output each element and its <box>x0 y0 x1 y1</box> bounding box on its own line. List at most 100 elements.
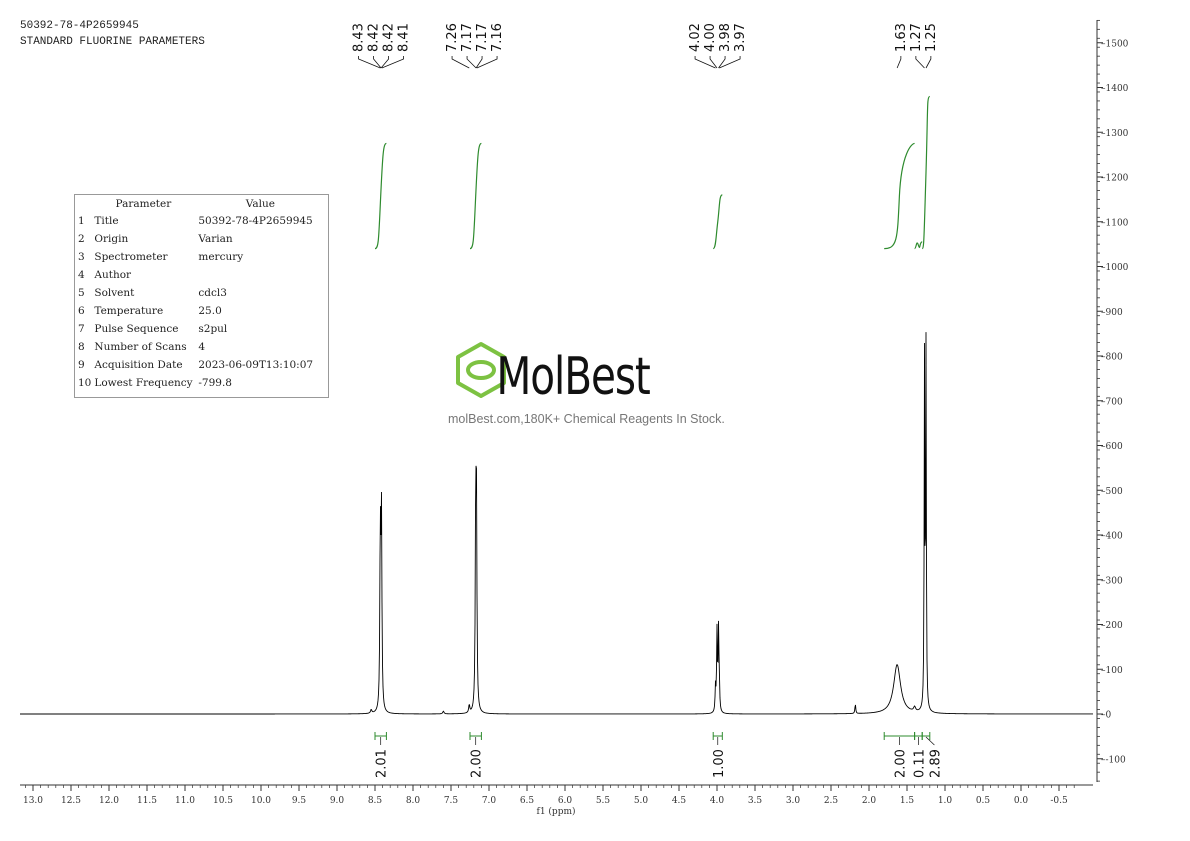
value-col-header: Value <box>245 197 275 210</box>
peak-leader-line <box>719 56 741 69</box>
x-axis: 13.0 12.5 12.0 11.5 11.0 10.5 10.0 9.5 9.0 8.5 8.0… <box>20 784 1093 806</box>
param-row-number: 1 <box>78 215 85 227</box>
x-tick-label: 8.5 <box>368 796 383 806</box>
param-row-number: 4 <box>78 269 85 281</box>
parameter-row: 4 Author <box>75 266 325 284</box>
x-tick-label: 11.5 <box>137 796 157 806</box>
x-tick-label: 2.0 <box>862 796 877 806</box>
x-tick-label: 7.5 <box>444 796 459 806</box>
y-tick-label: –600 <box>1101 442 1123 452</box>
peak-label: 1.25 <box>924 23 939 52</box>
peak-leader-line <box>896 56 902 69</box>
x-tick-label: 9.0 <box>330 796 345 806</box>
param-row-number: 6 <box>78 305 85 317</box>
x-tick-label: 9.5 <box>292 796 307 806</box>
parameter-row: 10 Lowest Frequency -799.8 <box>75 374 325 392</box>
y-tick-label: –200 <box>1101 621 1123 631</box>
y-tick-label: –900 <box>1101 308 1123 318</box>
integral-leader <box>925 736 935 746</box>
peak-label: 4.00 <box>703 23 718 52</box>
peak-leader-line <box>476 56 498 69</box>
x-tick-label: 10.0 <box>251 796 271 806</box>
param-value: s2pul <box>198 323 228 335</box>
param-row-number: 3 <box>78 251 85 263</box>
integral-value: 2.00 <box>893 749 908 778</box>
peak-leader-line <box>925 56 932 69</box>
peak-label: 1.63 <box>894 23 909 52</box>
peak-label: 8.41 <box>397 23 412 52</box>
spectrum-trace <box>20 332 1093 715</box>
parameter-row: 1 Title 50392-78-4P2659945 <box>75 212 325 230</box>
integral-label-layer: 2.01 2.00 1.00 2.00 0.11 2.89 <box>374 732 943 778</box>
x-tick-label: 5.0 <box>634 796 649 806</box>
param-value: 25.0 <box>198 305 222 317</box>
param-name: Author <box>94 269 132 281</box>
x-tick-label: 7.0 <box>482 796 497 806</box>
peak-leader-line <box>718 56 726 69</box>
sample-id: 50392-78-4P2659945 <box>20 20 139 32</box>
param-value: 4 <box>198 341 206 353</box>
param-name: Temperature <box>94 305 164 317</box>
y-tick-label: –1300 <box>1101 129 1129 139</box>
x-tick-label: 12.5 <box>61 796 81 806</box>
param-row-number: 5 <box>78 287 85 299</box>
x-tick-label: 12.0 <box>99 796 119 806</box>
integral-value: 0.11 <box>912 749 927 778</box>
param-name: Pulse Sequence <box>94 323 179 335</box>
integral-value: 2.89 <box>928 749 943 778</box>
y-tick-label: –800 <box>1101 353 1123 363</box>
peak-label-layer: 8.43 8.42 8.42 8.41 7.26 7.17 7.17 7.16 4.02 4.00… <box>352 23 939 69</box>
peak-leader-line <box>709 56 718 69</box>
parameter-table: Parameter Value 1 Title 50392-78-4P2659945… <box>74 194 329 398</box>
param-name: Acquisition Date <box>94 359 183 371</box>
y-axis: –1500 –1400 –1300 –1200 –1100 –1000 –900 –800 –7… <box>1096 19 1129 782</box>
y-tick-label: –1000 <box>1101 263 1129 273</box>
x-tick-label: 5.5 <box>596 796 611 806</box>
parameter-row: 6 Temperature 25.0 <box>75 302 325 320</box>
peak-label: 8.42 <box>382 23 397 52</box>
y-tick-label: –300 <box>1101 576 1123 586</box>
integral-curve <box>914 241 923 250</box>
integral-layer <box>374 95 931 250</box>
peak-label: 3.97 <box>733 23 748 52</box>
x-tick-label: 3.0 <box>786 796 801 806</box>
molbest-logo: MolBest <box>456 342 653 406</box>
y-tick-label: –-100 <box>1101 755 1126 765</box>
y-tick-label: –1200 <box>1101 174 1129 184</box>
integral-curve <box>712 194 723 250</box>
peak-leader-line <box>915 56 925 69</box>
parameter-row: 5 Solvent cdcl3 <box>75 284 325 302</box>
peak-label: 3.98 <box>718 23 733 52</box>
x-tick-label: 0.0 <box>1014 796 1029 806</box>
molbest-watermark: MolBest molBest.com,180K+ Chemical Reage… <box>448 340 748 426</box>
param-value <box>195 266 325 284</box>
y-tick-label: –400 <box>1101 532 1123 542</box>
peak-label: 1.27 <box>909 23 924 52</box>
x-tick-label: 2.5 <box>824 796 839 806</box>
x-tick-label: 3.5 <box>748 796 763 806</box>
param-name: Number of Scans <box>94 341 187 353</box>
param-value: mercury <box>198 251 244 263</box>
x-tick-label: 6.0 <box>558 796 573 806</box>
param-value: 2023-06-09T13:10:07 <box>198 359 314 371</box>
experiment-name: STANDARD FLUORINE PARAMETERS <box>20 36 205 48</box>
peak-leader-line <box>381 56 404 69</box>
param-row-number: 7 <box>78 323 85 335</box>
peak-leader-line <box>694 56 716 69</box>
parameter-row: 9 Acquisition Date 2023-06-09T13:10:07 <box>75 356 325 374</box>
y-tick-label: –1400 <box>1101 84 1129 94</box>
peak-leader-line <box>466 56 477 69</box>
x-tick-label: 4.0 <box>710 796 725 806</box>
x-tick-label: 8.0 <box>406 796 421 806</box>
param-name: Spectrometer <box>94 251 168 263</box>
parameter-row: 3 Spectrometer mercury <box>75 248 325 266</box>
integral-value: 2.00 <box>470 749 485 778</box>
x-tick-label: -0.5 <box>1050 796 1068 806</box>
integral-value: 2.01 <box>375 749 390 778</box>
param-col-header: Parameter <box>115 197 172 210</box>
x-tick-label: 10.5 <box>213 796 233 806</box>
param-name: Solvent <box>94 287 135 299</box>
integral-curve <box>884 142 915 250</box>
param-row-number: 10 <box>78 377 92 389</box>
